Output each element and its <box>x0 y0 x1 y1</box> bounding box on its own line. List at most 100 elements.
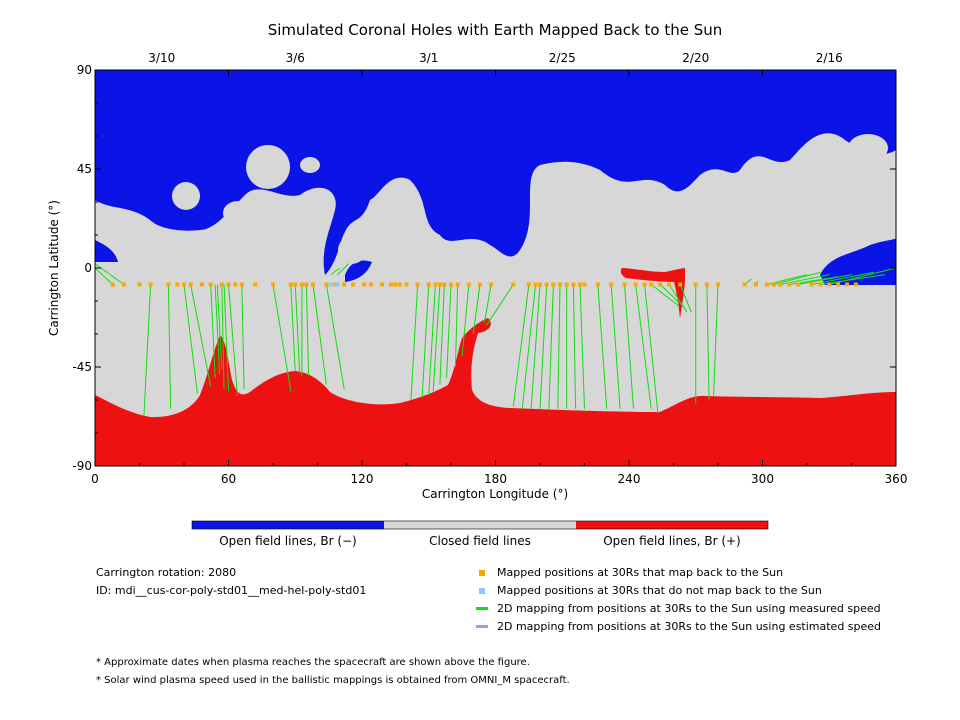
mapped-position-point <box>853 282 858 287</box>
mapping-line <box>530 284 541 409</box>
mapped-position-point <box>442 282 447 287</box>
colorbar-label-positive: Open field lines, Br (+) <box>603 534 741 548</box>
mapped-position-point <box>693 282 698 287</box>
mapped-position-point <box>778 282 783 287</box>
mapped-position-point <box>239 282 244 287</box>
closed-loop-6 <box>582 199 618 231</box>
mapped-position-point <box>311 282 316 287</box>
mapped-position-point <box>351 282 356 287</box>
mapping-line <box>432 284 441 392</box>
x-tick-label: 60 <box>221 472 236 486</box>
mapped-position-point <box>796 282 801 287</box>
mapping-line <box>624 284 634 409</box>
mapping-line <box>572 284 577 409</box>
mapped-position-point <box>678 282 683 287</box>
axes: 0 60 120 180 240 300 360 90 45 0 -45 -90 <box>72 63 907 486</box>
mapped-position-point <box>595 282 600 287</box>
top-date-label: 3/1 <box>419 51 438 65</box>
legend-measured: 2D mapping from positions at 30Rs to the… <box>497 602 881 615</box>
x-tick-label: 240 <box>618 472 641 486</box>
colorbar-closed <box>384 521 576 529</box>
mapped-position-swatch <box>479 570 485 576</box>
mapping-line <box>216 284 223 370</box>
mapped-position-point <box>771 282 776 287</box>
mapped-position-point <box>622 282 627 287</box>
mapping-line <box>539 284 548 409</box>
mapped-position-point <box>753 282 758 287</box>
mapping-line <box>330 267 341 276</box>
mapped-position-point <box>299 282 304 287</box>
mapped-position-point <box>836 282 841 287</box>
carrington-rotation: Carrington rotation: 2080 <box>96 566 237 579</box>
mapped-position-point <box>304 282 309 287</box>
mapped-position-point <box>208 282 213 287</box>
mapped-position-point <box>511 282 516 287</box>
legend-estimated: 2D mapping from positions at 30Rs to the… <box>497 620 882 633</box>
unmapped-position-point <box>335 282 340 287</box>
positive-coronal-hole-south <box>95 318 896 466</box>
mapping-line <box>183 284 198 394</box>
mapping-line <box>190 284 212 387</box>
mapped-position-point <box>658 282 663 287</box>
mapped-position-point <box>533 282 538 287</box>
mapped-position-point <box>415 282 420 287</box>
mapping-line <box>428 284 436 396</box>
mapping-line <box>167 284 172 409</box>
mapping-line <box>210 284 216 379</box>
mapped-position-point <box>362 282 367 287</box>
colorbar-negative <box>192 521 384 529</box>
closed-loop-8 <box>784 228 816 252</box>
mapping-line <box>706 284 710 401</box>
y-tick-label: 90 <box>77 63 92 77</box>
mapping-line <box>223 284 229 392</box>
colorbar-label-closed: Closed field lines <box>429 534 531 548</box>
mapping-line <box>811 271 874 285</box>
mapped-position-point <box>564 282 569 287</box>
mapped-position-point <box>368 282 373 287</box>
mapped-position-point <box>166 282 171 287</box>
mapping-line <box>421 284 430 398</box>
closed-loop-5 <box>338 236 366 264</box>
mapped-position-point <box>449 282 453 287</box>
positive-coronal-hole-eq <box>620 268 685 318</box>
mapping-line <box>635 284 652 409</box>
negative-coronal-hole-nw <box>95 240 118 262</box>
mapping-line <box>294 284 301 374</box>
x-axis-label: Carrington Longitude (°) <box>422 487 568 501</box>
mapping-line <box>650 284 679 306</box>
mapping-line <box>668 284 688 313</box>
y-tick-label: -45 <box>72 360 92 374</box>
mapped-position-point <box>219 282 224 287</box>
mapping-line <box>798 274 852 285</box>
mapped-position-point <box>199 282 204 287</box>
mapped-position-point <box>148 282 153 287</box>
unmapped-position-swatch <box>479 588 485 594</box>
mapped-position-point <box>633 282 638 287</box>
mapping-line <box>644 284 659 414</box>
closed-loop-2 <box>223 201 253 225</box>
mapping-line <box>486 284 514 326</box>
mapped-position-point <box>188 282 193 287</box>
mapping-line <box>95 267 114 285</box>
mapped-position-point <box>845 282 850 287</box>
x-tick-label: 120 <box>351 472 374 486</box>
mapped-position-point <box>716 282 720 287</box>
estimated-speed-swatch <box>476 625 488 628</box>
x-tick-label: 0 <box>91 472 99 486</box>
mapping-line <box>337 263 350 275</box>
mapped-position-point <box>455 282 460 287</box>
measured-speed-swatch <box>476 607 488 610</box>
top-date-label: 2/20 <box>682 51 709 65</box>
negative-coronal-hole-mid <box>345 260 372 282</box>
mapped-position-point <box>827 282 832 287</box>
mapping-line <box>410 284 419 401</box>
x-tick-label: 300 <box>751 472 774 486</box>
mapping-line <box>454 284 459 368</box>
y-axis-label: Carrington Latitude (°) <box>47 200 61 336</box>
mapping-line <box>290 284 296 372</box>
mapped-position-point <box>526 282 531 287</box>
top-date-axis: 3/10 3/6 3/1 2/25 2/20 2/16 <box>148 51 842 65</box>
closed-loop-9 <box>848 134 888 162</box>
mapped-position-point <box>809 282 814 287</box>
colorbar-positive <box>576 521 768 529</box>
